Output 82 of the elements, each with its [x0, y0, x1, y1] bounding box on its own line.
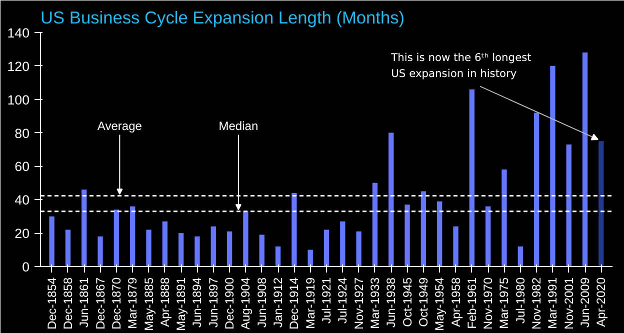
x-tick-label: Dec-1870: [109, 277, 124, 330]
x-tick-label: Feb-1961: [464, 277, 479, 329]
bar: [420, 191, 426, 266]
bar: [292, 192, 297, 266]
x-tick-label: Jun-1897: [206, 277, 220, 328]
x-tick-label: Mar-1975: [497, 277, 512, 329]
annotation: This is now the 6ᵗʰ longest US expansion in history: [390, 51, 532, 80]
x-tick-label: Dec-1867: [93, 277, 108, 330]
x-tick-label: Jul-1921: [320, 277, 334, 324]
bar: [210, 226, 216, 266]
x-tick-label: Jan-1912: [271, 277, 286, 328]
bar: [550, 66, 556, 266]
bar: [130, 206, 136, 266]
x-tick-label: Dec-1900: [222, 277, 237, 330]
chart-title: US Business Cycle Expansion Length (Months): [40, 8, 405, 28]
bar: [82, 190, 87, 266]
bar: [404, 204, 410, 266]
y-tick-label: 100: [7, 92, 30, 108]
bar: [162, 221, 168, 266]
bar: [259, 234, 264, 266]
bar: [598, 141, 604, 266]
bar: [582, 52, 588, 266]
y-tick-label: 140: [7, 26, 30, 40]
x-tick-label: Jun-1894: [190, 277, 204, 328]
bar: [388, 132, 394, 266]
x-tick-label: Nov-1927: [352, 277, 366, 330]
bar: [114, 210, 120, 266]
x-tick-label: Apr-1958: [448, 277, 463, 327]
bar: [340, 221, 346, 266]
x-tick-label: Jul-1924: [336, 277, 350, 324]
x-tick-label: Oct-1949: [416, 277, 430, 327]
bar: [324, 230, 330, 266]
ref-line-label: Average: [97, 119, 142, 134]
bar: [146, 230, 152, 266]
x-tick-label: May-1954: [432, 277, 447, 331]
x-tick-label: Nov-1982: [530, 277, 544, 330]
bar: [469, 89, 475, 266]
bar: [65, 230, 71, 266]
y-tick-label: 20: [14, 226, 30, 242]
x-tick-label: May-1891: [174, 277, 188, 331]
bar: [485, 206, 491, 266]
bar: [437, 201, 442, 266]
ref-line-label: Median: [218, 119, 258, 134]
x-tick-label: Nov-1970: [481, 277, 496, 330]
x-tick-label: Dec-1854: [44, 277, 59, 330]
x-tick-label: Mar-1991: [546, 277, 560, 329]
bar: [275, 246, 281, 266]
bar: [518, 246, 523, 266]
bar: [226, 231, 232, 266]
bar: [98, 236, 103, 266]
bar: [49, 216, 54, 266]
y-tick-label: 120: [7, 58, 30, 74]
x-tick-label: Mar-1933: [368, 277, 382, 329]
x-tick-label: Jul-1980: [513, 277, 528, 324]
x-tick-label: Nov-2001: [562, 277, 576, 330]
x-tick-label: Jun-1938: [384, 277, 398, 328]
x-tick-label: Oct-1945: [400, 277, 414, 327]
x-tick-label: Dec-1914: [287, 277, 302, 330]
bar: [308, 250, 313, 266]
x-tick-label: May-1885: [142, 277, 156, 331]
x-tick-label: Jun-1908: [254, 277, 269, 328]
x-tick-label: Mar-1879: [126, 277, 140, 329]
bar: [372, 182, 378, 266]
bar: [194, 236, 200, 266]
x-tick-label: Apr-2020: [594, 277, 608, 327]
y-tick-label: 60: [14, 159, 30, 174]
x-tick-label: Jun-2009: [578, 277, 592, 328]
bar: [502, 170, 507, 266]
x-tick-label: Aug-1904: [238, 277, 253, 330]
x-tick-label: Mar-1919: [303, 277, 318, 329]
bar: [178, 233, 184, 266]
x-tick-label: Apr-1888: [158, 277, 172, 327]
y-tick-label: 0: [22, 260, 30, 274]
bar: [453, 226, 458, 266]
y-tick-label: 80: [14, 126, 30, 141]
bar: [534, 112, 540, 266]
bar: [243, 211, 248, 266]
y-tick-label: 40: [14, 192, 30, 208]
bar: [566, 144, 572, 266]
x-tick-label: Dec-1858: [60, 277, 75, 330]
x-tick-label: Jun-1861: [77, 277, 92, 328]
bar: [356, 231, 362, 266]
